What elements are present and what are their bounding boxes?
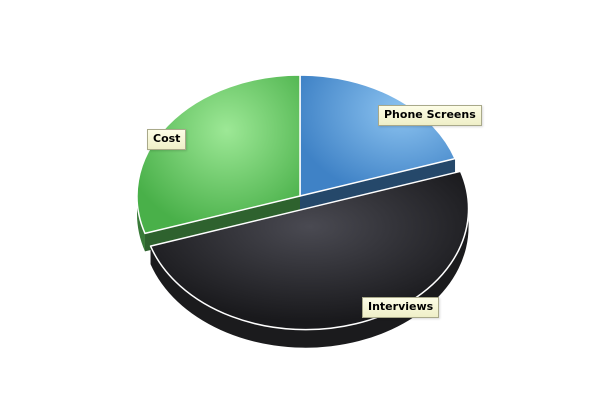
pie-slice-cost[interactable] — [136, 74, 301, 235]
slice-label-cost: Cost — [147, 129, 187, 150]
pie-slice-interviews[interactable] — [149, 170, 470, 331]
slice-label-interviews: Interviews — [362, 297, 440, 318]
slice-label-phone-screens: Phone Screens — [378, 105, 482, 126]
pie-slice-phone-screens[interactable] — [299, 74, 456, 197]
